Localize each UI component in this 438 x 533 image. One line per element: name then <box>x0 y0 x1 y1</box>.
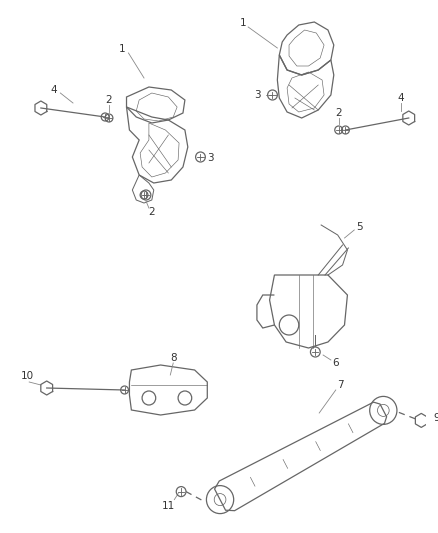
Text: 3: 3 <box>207 153 213 163</box>
Text: 2: 2 <box>148 207 155 217</box>
Text: 6: 6 <box>332 358 339 368</box>
Text: 7: 7 <box>337 380 344 390</box>
Text: 5: 5 <box>356 222 362 232</box>
Text: 8: 8 <box>170 353 177 363</box>
Text: 11: 11 <box>162 500 175 511</box>
Text: 4: 4 <box>50 85 57 95</box>
Text: 4: 4 <box>398 93 404 103</box>
Text: 1: 1 <box>240 18 247 28</box>
Text: 1: 1 <box>119 44 126 54</box>
Text: 2: 2 <box>106 95 112 105</box>
Text: 9: 9 <box>434 414 438 423</box>
Text: 2: 2 <box>336 108 342 118</box>
Text: 10: 10 <box>21 371 34 381</box>
Text: 3: 3 <box>254 90 261 100</box>
